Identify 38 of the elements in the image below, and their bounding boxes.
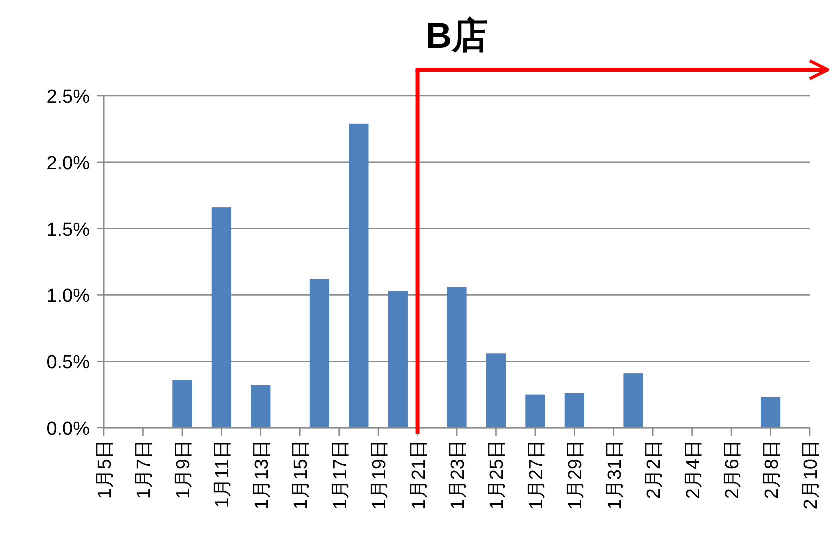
x-tick-label: 1月23日	[448, 440, 469, 510]
x-tick-label: 1月13日	[252, 440, 273, 510]
x-tick-label: 1月31日	[604, 440, 626, 510]
x-tick-label: 1月29日	[566, 440, 587, 510]
bar	[349, 124, 369, 428]
y-tick-label: 1.0%	[46, 286, 90, 308]
bar	[486, 354, 506, 428]
y-tick-label: 2.0%	[46, 153, 90, 174]
x-tick-label: 1月5日	[95, 440, 116, 500]
bar	[624, 374, 644, 428]
x-tick-label: 1月19日	[370, 440, 391, 510]
y-tick-label: 0.5%	[46, 352, 90, 374]
x-tick-label: 1月7日	[134, 440, 156, 500]
bar	[310, 279, 330, 428]
x-tick-label: 2月2日	[644, 440, 666, 500]
bar	[172, 380, 192, 428]
x-tick-label: 1月17日	[330, 440, 352, 510]
bar	[526, 394, 546, 428]
bar	[760, 397, 781, 428]
x-tick-label: 1月11日	[212, 440, 234, 508]
bar	[251, 386, 271, 428]
x-tick-label: 1月25日	[487, 440, 508, 510]
bar	[564, 393, 584, 428]
x-tick-label: 1月9日	[173, 440, 194, 500]
y-tick-label: 2.5%	[46, 87, 90, 108]
y-tick-label: 1.5%	[46, 220, 90, 241]
chart-title: B店	[426, 15, 488, 56]
x-tick-label: 1月15日	[291, 440, 312, 510]
bar	[212, 208, 232, 428]
y-tick-label: 0.0%	[46, 419, 90, 440]
x-tick-label: 1月21日	[408, 440, 430, 510]
bar	[447, 287, 467, 428]
bar	[388, 291, 408, 428]
x-tick-label: 1月27日	[526, 440, 548, 510]
x-tick-label: 2月6日	[722, 440, 744, 500]
x-tick-label: 2月4日	[683, 440, 704, 500]
x-tick-label: 2月10日	[801, 440, 822, 510]
x-tick-label: 2月8日	[762, 440, 783, 500]
